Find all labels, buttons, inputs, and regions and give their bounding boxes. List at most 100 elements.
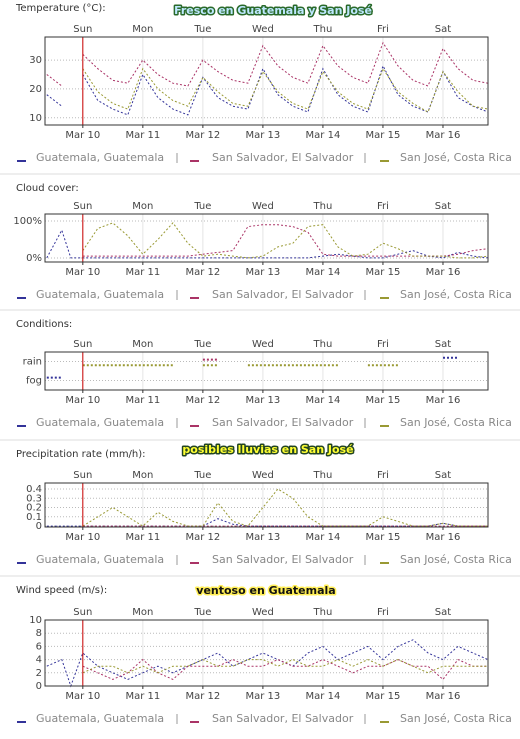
annotation: posibles lluvias en San José xyxy=(182,443,353,456)
y-tick-label: 0 xyxy=(36,521,42,532)
plot-frame xyxy=(44,482,489,528)
day-label: Fri xyxy=(377,607,389,618)
series-line xyxy=(46,228,489,259)
x-tick-label: Mar 14 xyxy=(306,532,341,543)
x-tick-label: Mar 11 xyxy=(125,691,160,702)
legend-label: San José, Costa Rica xyxy=(400,151,512,164)
x-tick-label: Mar 11 xyxy=(125,267,160,278)
day-label: Tue xyxy=(193,470,211,481)
x-tick-label: Mar 16 xyxy=(426,691,461,702)
legend-label: San Salvador, El Salvador xyxy=(212,416,354,429)
day-label: Sun xyxy=(73,24,92,35)
x-tick-label: Mar 16 xyxy=(426,130,461,141)
plot-area xyxy=(45,214,488,262)
day-label: Mon xyxy=(132,24,153,35)
y-tick-label: fog xyxy=(26,376,42,387)
panel-title: Wind speed (m/s): xyxy=(16,585,107,596)
plot-area xyxy=(45,37,488,125)
y-tick-label: 30 xyxy=(29,55,42,66)
x-tick-label: Mar 10 xyxy=(65,532,100,543)
y-tick-label: 10 xyxy=(29,615,42,626)
x-tick-label: Mar 16 xyxy=(426,267,461,278)
y-tick-label: 100% xyxy=(13,216,42,227)
plot-frame xyxy=(44,351,489,391)
legend-label: San Salvador, El Salvador xyxy=(212,712,354,725)
day-label: Mon xyxy=(132,339,153,350)
legend-label: Guatemala, Guatemala xyxy=(36,712,164,725)
day-label: Thu xyxy=(313,339,333,350)
x-tick-label: Mar 14 xyxy=(306,691,341,702)
day-label: Fri xyxy=(377,339,389,350)
legend-label: Guatemala, Guatemala xyxy=(36,553,164,566)
x-tick-label: Mar 10 xyxy=(65,267,100,278)
legend-label: San Salvador, El Salvador xyxy=(212,288,354,301)
day-label: Sat xyxy=(435,24,451,35)
x-tick-label: Mar 10 xyxy=(65,395,100,406)
x-tick-label: Mar 10 xyxy=(65,691,100,702)
x-tick-label: Mar 11 xyxy=(125,395,160,406)
annotation: ventoso en Guatemala xyxy=(196,584,335,597)
series-line xyxy=(46,356,458,379)
x-tick-label: Mar 11 xyxy=(125,130,160,141)
x-tick-label: Mar 15 xyxy=(366,395,401,406)
plot-frame xyxy=(44,213,489,263)
series-line xyxy=(82,222,489,259)
y-tick-label: 2 xyxy=(36,668,42,679)
x-tick-label: Mar 15 xyxy=(366,267,401,278)
series-line xyxy=(46,41,489,87)
y-tick-label: 0.4 xyxy=(26,484,42,495)
legend-label: Guatemala, Guatemala xyxy=(36,151,164,164)
day-label: Sun xyxy=(73,339,92,350)
x-tick-label: Mar 12 xyxy=(185,532,220,543)
series-line xyxy=(46,64,489,116)
x-tick-label: Mar 14 xyxy=(306,130,341,141)
y-tick-label: 20 xyxy=(29,84,42,95)
day-label: Thu xyxy=(313,607,333,618)
y-tick-label: 4 xyxy=(36,655,42,666)
x-tick-label: Mar 16 xyxy=(426,395,461,406)
y-tick-label: 0% xyxy=(26,253,42,264)
series-line xyxy=(46,639,489,688)
x-tick-label: Mar 13 xyxy=(246,130,281,141)
y-tick-label: 0 xyxy=(36,681,42,692)
x-tick-label: Mar 13 xyxy=(246,267,281,278)
x-tick-label: Mar 12 xyxy=(185,691,220,702)
y-tick-label: rain xyxy=(23,357,42,368)
day-label: Wed xyxy=(252,470,274,481)
day-label: Sat xyxy=(435,201,451,212)
x-tick-label: Mar 10 xyxy=(65,130,100,141)
day-label: Fri xyxy=(377,470,389,481)
x-tick-label: Mar 15 xyxy=(366,532,401,543)
legend-label: Guatemala, Guatemala xyxy=(36,288,164,301)
day-label: Wed xyxy=(252,201,274,212)
day-label: Tue xyxy=(193,201,211,212)
plot-frame xyxy=(44,36,489,126)
panel-title: Temperature (°C): xyxy=(15,3,106,14)
day-label: Thu xyxy=(313,470,333,481)
x-tick-label: Mar 11 xyxy=(125,532,160,543)
day-label: Tue xyxy=(193,24,211,35)
day-label: Tue xyxy=(193,607,211,618)
y-tick-label: 6 xyxy=(36,641,42,652)
y-tick-label: 0.1 xyxy=(26,512,42,523)
day-label: Sun xyxy=(73,607,92,618)
x-tick-label: Mar 12 xyxy=(185,395,220,406)
series-line xyxy=(82,488,488,527)
series-line xyxy=(82,67,489,113)
x-tick-label: Mar 13 xyxy=(246,395,281,406)
day-label: Mon xyxy=(132,607,153,618)
legend-label: Guatemala, Guatemala xyxy=(36,416,164,429)
day-label: Thu xyxy=(313,24,333,35)
annotation: Fresco en Guatemala y San José xyxy=(174,4,372,17)
legend-label: San José, Costa Rica xyxy=(400,712,512,725)
day-label: Sun xyxy=(73,470,92,481)
x-tick-label: Mar 13 xyxy=(246,532,281,543)
plot-area xyxy=(45,352,488,390)
x-tick-label: Mar 13 xyxy=(246,691,281,702)
x-tick-label: Mar 16 xyxy=(426,532,461,543)
y-tick-label: 8 xyxy=(36,628,42,639)
day-label: Sat xyxy=(435,607,451,618)
panel-title: Cloud cover: xyxy=(16,183,79,194)
x-tick-label: Mar 15 xyxy=(366,130,401,141)
